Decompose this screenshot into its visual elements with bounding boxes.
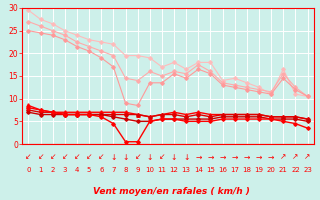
Text: →: → <box>220 152 226 162</box>
Text: 18: 18 <box>242 167 252 173</box>
Text: ↙: ↙ <box>62 152 68 162</box>
Text: 8: 8 <box>123 167 128 173</box>
Text: →: → <box>256 152 262 162</box>
Text: →: → <box>195 152 202 162</box>
Text: ↗: ↗ <box>304 152 311 162</box>
Text: →: → <box>244 152 250 162</box>
Text: Vent moyen/en rafales ( km/h ): Vent moyen/en rafales ( km/h ) <box>93 187 250 196</box>
Text: ↓: ↓ <box>171 152 177 162</box>
Text: 3: 3 <box>63 167 67 173</box>
Text: ↙: ↙ <box>86 152 92 162</box>
Text: 22: 22 <box>291 167 300 173</box>
Text: ↙: ↙ <box>50 152 56 162</box>
Text: 5: 5 <box>87 167 91 173</box>
Text: ↓: ↓ <box>122 152 129 162</box>
Text: 19: 19 <box>254 167 263 173</box>
Text: ↗: ↗ <box>280 152 286 162</box>
Text: 11: 11 <box>157 167 166 173</box>
Text: ↓: ↓ <box>110 152 116 162</box>
Text: ↙: ↙ <box>159 152 165 162</box>
Text: 9: 9 <box>135 167 140 173</box>
Text: 2: 2 <box>51 167 55 173</box>
Text: 0: 0 <box>26 167 31 173</box>
Text: 6: 6 <box>99 167 103 173</box>
Text: ↙: ↙ <box>74 152 80 162</box>
Text: 23: 23 <box>303 167 312 173</box>
Text: 14: 14 <box>194 167 203 173</box>
Text: ↗: ↗ <box>292 152 299 162</box>
Text: 21: 21 <box>279 167 288 173</box>
Text: 12: 12 <box>170 167 179 173</box>
Text: ↓: ↓ <box>183 152 189 162</box>
Text: ↙: ↙ <box>37 152 44 162</box>
Text: →: → <box>232 152 238 162</box>
Text: →: → <box>207 152 214 162</box>
Text: →: → <box>268 152 274 162</box>
Text: 16: 16 <box>218 167 227 173</box>
Text: 15: 15 <box>206 167 215 173</box>
Text: 17: 17 <box>230 167 239 173</box>
Text: 4: 4 <box>75 167 79 173</box>
Text: ↙: ↙ <box>98 152 104 162</box>
Text: ↙: ↙ <box>25 152 32 162</box>
Text: 10: 10 <box>145 167 154 173</box>
Text: 7: 7 <box>111 167 116 173</box>
Text: 1: 1 <box>38 167 43 173</box>
Text: 20: 20 <box>267 167 276 173</box>
Text: ↙: ↙ <box>134 152 141 162</box>
Text: 13: 13 <box>182 167 191 173</box>
Text: ↓: ↓ <box>147 152 153 162</box>
